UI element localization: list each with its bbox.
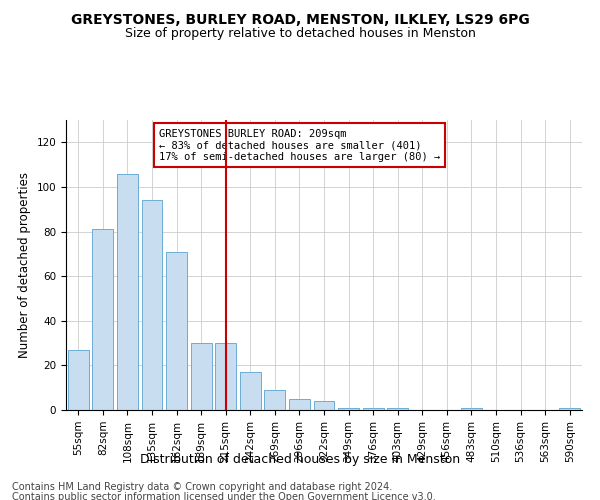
Bar	[338, 408, 359, 410]
Bar	[387, 408, 408, 410]
Bar	[240, 372, 261, 410]
Text: Contains public sector information licensed under the Open Government Licence v3: Contains public sector information licen…	[12, 492, 436, 500]
Text: Size of property relative to detached houses in Menston: Size of property relative to detached ho…	[125, 28, 475, 40]
Text: GREYSTONES, BURLEY ROAD, MENSTON, ILKLEY, LS29 6PG: GREYSTONES, BURLEY ROAD, MENSTON, ILKLEY…	[71, 12, 529, 26]
Text: Distribution of detached houses by size in Menston: Distribution of detached houses by size …	[140, 452, 460, 466]
Bar	[68, 350, 89, 410]
Bar	[92, 230, 113, 410]
Bar	[362, 408, 383, 410]
Bar	[191, 343, 212, 410]
Bar	[166, 252, 187, 410]
Bar	[215, 343, 236, 410]
Text: GREYSTONES BURLEY ROAD: 209sqm
← 83% of detached houses are smaller (401)
17% of: GREYSTONES BURLEY ROAD: 209sqm ← 83% of …	[159, 128, 440, 162]
Bar	[289, 399, 310, 410]
Bar	[314, 401, 334, 410]
Bar	[461, 408, 482, 410]
Bar	[265, 390, 286, 410]
Y-axis label: Number of detached properties: Number of detached properties	[18, 172, 31, 358]
Bar	[142, 200, 163, 410]
Bar	[559, 408, 580, 410]
Bar	[117, 174, 138, 410]
Text: Contains HM Land Registry data © Crown copyright and database right 2024.: Contains HM Land Registry data © Crown c…	[12, 482, 392, 492]
